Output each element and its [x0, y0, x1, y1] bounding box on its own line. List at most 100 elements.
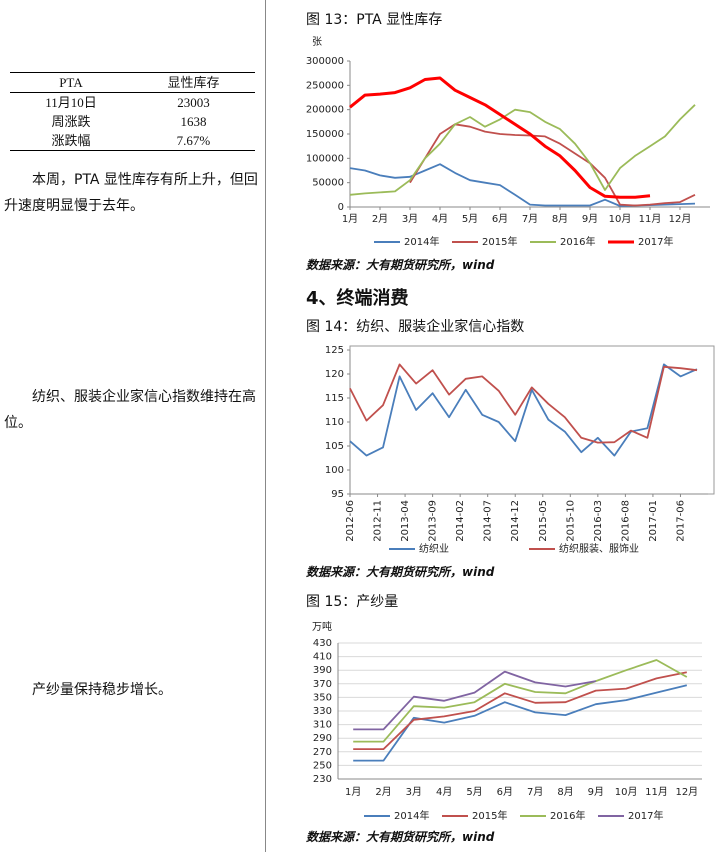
source: 数据来源：大有期货研究所，wind — [306, 565, 495, 579]
x-tick-label: 2017-06 — [675, 500, 686, 542]
x-tick-label: 11月 — [645, 786, 668, 798]
source: 数据来源：大有期货研究所，wind — [306, 830, 495, 844]
x-tick-label: 1月 — [345, 786, 361, 798]
chart: 230 250 270 290 310 330 350 370 390 410 430 万吨 1月 2月 3… — [312, 620, 702, 822]
series-line — [409, 123, 696, 207]
x-tick-label: 2013-04 — [400, 500, 411, 542]
paragraph: 产纱量保持稳步增长。 — [32, 682, 172, 698]
series-line — [349, 104, 696, 196]
source: 数据来源：大有期货研究所，wind — [306, 258, 495, 272]
y-tick-label: 100000 — [306, 153, 344, 164]
series-line — [353, 659, 688, 743]
y-tick-label: 105 — [325, 441, 344, 452]
series-line — [349, 363, 698, 457]
x-tick-label: 5月 — [462, 213, 478, 225]
y-tick-label: 110 — [325, 417, 344, 428]
x-tick-label: 2015-10 — [565, 500, 576, 542]
y-tick-label: 350 — [313, 692, 332, 703]
td: 周涨跌 — [51, 114, 91, 129]
x-tick-label: 2012-06 — [345, 500, 356, 542]
td: 11月10日 — [45, 95, 97, 110]
x-tick-label: 7月 — [522, 213, 538, 225]
x-tick-label: 2月 — [375, 786, 391, 798]
divider — [265, 0, 266, 852]
x-tick-label: 10月 — [615, 786, 638, 798]
x-tick-label: 8月 — [552, 213, 568, 225]
th: PTA — [59, 75, 83, 90]
legend-label: 纺织服装、服饰业 — [559, 542, 639, 555]
series-line — [353, 671, 687, 750]
y-tick-label: 270 — [313, 747, 332, 758]
x-tick-label: 6月 — [492, 213, 508, 225]
y-tick-label: 120 — [325, 369, 344, 380]
paragraph: 本周，PTA 显性库存有所上升，但回升速度明显慢于去年。 — [4, 172, 258, 214]
x-tick-label: 10月 — [609, 213, 632, 225]
pta-table: PTA 显性库存 11月10日 23003 周涨跌 1638 涨跌幅 7.67% — [10, 72, 255, 151]
y-tick-label: 0 — [338, 202, 344, 213]
x-tick-label: 9月 — [582, 213, 598, 225]
y-tick-label: 50000 — [312, 178, 344, 189]
x-tick-label: 2014-02 — [455, 500, 466, 542]
figure-title: 图 13：PTA 显性库存 — [306, 12, 443, 28]
x-tick-label: 2016-03 — [593, 500, 604, 542]
y-tick-label: 290 — [313, 733, 332, 744]
y-tick-label: 410 — [313, 652, 332, 663]
plot-frame — [349, 345, 715, 495]
figure-title: 图 15：产纱量 — [306, 594, 399, 610]
x-tick-label: 7月 — [527, 786, 543, 798]
y-tick-label: 95 — [331, 489, 344, 500]
x-tick-label: 2014-12 — [510, 500, 521, 542]
x-tick-label: 2014-07 — [483, 500, 494, 542]
legend-label: 纺织业 — [419, 542, 449, 555]
x-tick-label: 8月 — [557, 786, 573, 798]
series-line — [349, 76, 651, 199]
x-tick-label: 12月 — [669, 213, 692, 225]
x-tick-label: 3月 — [402, 213, 418, 225]
legend-label: 2016年 — [560, 235, 595, 248]
td: 涨跌幅 — [51, 133, 91, 148]
x-tick-label: 11月 — [639, 213, 662, 225]
y-tick-label: 100 — [325, 465, 344, 476]
series-line — [349, 363, 698, 444]
td: 1638 — [180, 114, 207, 129]
y-tick-label: 150000 — [306, 129, 344, 140]
chart: 95 100 105 110 115 120 125 2012-06 2012-11 2013-0… — [325, 345, 715, 555]
y-tick-label: 230 — [313, 774, 332, 785]
x-tick-label: 2012-11 — [373, 500, 384, 542]
x-tick-label: 12月 — [675, 786, 698, 798]
x-tick-label: 2015-05 — [538, 500, 549, 542]
y-tick-label: 300000 — [306, 56, 344, 67]
x-tick-label: 1月 — [342, 213, 358, 225]
series-line — [353, 684, 688, 762]
y-tick-label: 125 — [325, 345, 344, 356]
x-tick-label: 2017-01 — [648, 500, 659, 542]
series-line — [349, 163, 696, 207]
legend-label: 2015年 — [482, 235, 517, 248]
series-line — [353, 670, 596, 731]
unit-label: 万吨 — [312, 620, 332, 633]
legend-label: 2015年 — [472, 809, 507, 822]
y-tick-label: 330 — [313, 706, 332, 717]
y-tick-label: 390 — [313, 665, 332, 676]
y-tick-label: 430 — [313, 638, 332, 649]
td: 7.67% — [176, 133, 211, 148]
y-tick-label: 310 — [313, 720, 332, 731]
x-tick-label: 4月 — [432, 213, 448, 225]
figure-title: 图 14：纺织、服装企业家信心指数 — [306, 319, 525, 335]
y-tick-label: 200000 — [306, 105, 344, 116]
x-tick-label: 9月 — [588, 786, 604, 798]
y-tick-label: 370 — [313, 679, 332, 690]
y-tick-label: 250000 — [306, 80, 344, 91]
x-tick-label: 2016-08 — [620, 500, 631, 542]
th: 显性库存 — [167, 75, 220, 90]
section-heading: 4、终端消费 — [306, 288, 409, 309]
x-tick-label: 6月 — [497, 786, 513, 798]
y-tick-label: 115 — [325, 393, 344, 404]
x-tick-label: 4月 — [436, 786, 452, 798]
y-tick-label: 250 — [313, 760, 332, 771]
td: 23003 — [177, 95, 210, 110]
legend-label: 2016年 — [550, 809, 585, 822]
paragraph: 纺织、服装企业家信心指数维持在高位。 — [4, 389, 256, 431]
x-tick-label: 5月 — [466, 786, 482, 798]
